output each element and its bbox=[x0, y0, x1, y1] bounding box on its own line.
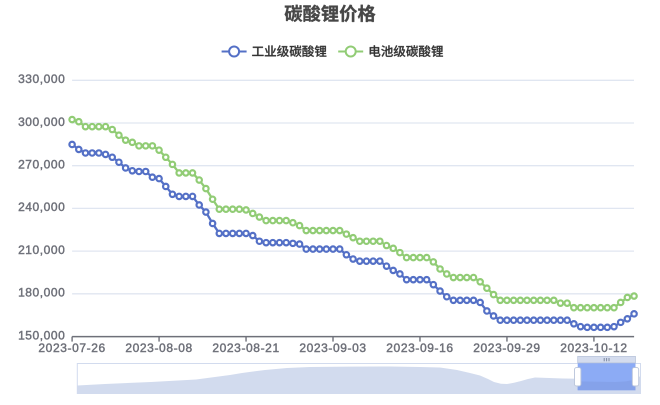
svg-text:300,000: 300,000 bbox=[18, 115, 65, 129]
svg-text:240,000: 240,000 bbox=[18, 200, 65, 214]
svg-text:180,000: 180,000 bbox=[18, 286, 65, 300]
svg-text:2023-08-21: 2023-08-21 bbox=[212, 341, 279, 355]
svg-text:2023-09-03: 2023-09-03 bbox=[299, 341, 366, 355]
svg-text:150,000: 150,000 bbox=[18, 328, 65, 342]
svg-text:2023-07-26: 2023-07-26 bbox=[38, 341, 105, 355]
svg-text:2023-10-12: 2023-10-12 bbox=[560, 341, 627, 355]
svg-text:2023-09-16: 2023-09-16 bbox=[386, 341, 453, 355]
svg-text:2023-08-08: 2023-08-08 bbox=[125, 341, 192, 355]
svg-text:270,000: 270,000 bbox=[18, 158, 65, 172]
svg-text:2023-09-29: 2023-09-29 bbox=[473, 341, 540, 355]
svg-text:210,000: 210,000 bbox=[18, 243, 65, 257]
svg-text:330,000: 330,000 bbox=[18, 72, 65, 86]
